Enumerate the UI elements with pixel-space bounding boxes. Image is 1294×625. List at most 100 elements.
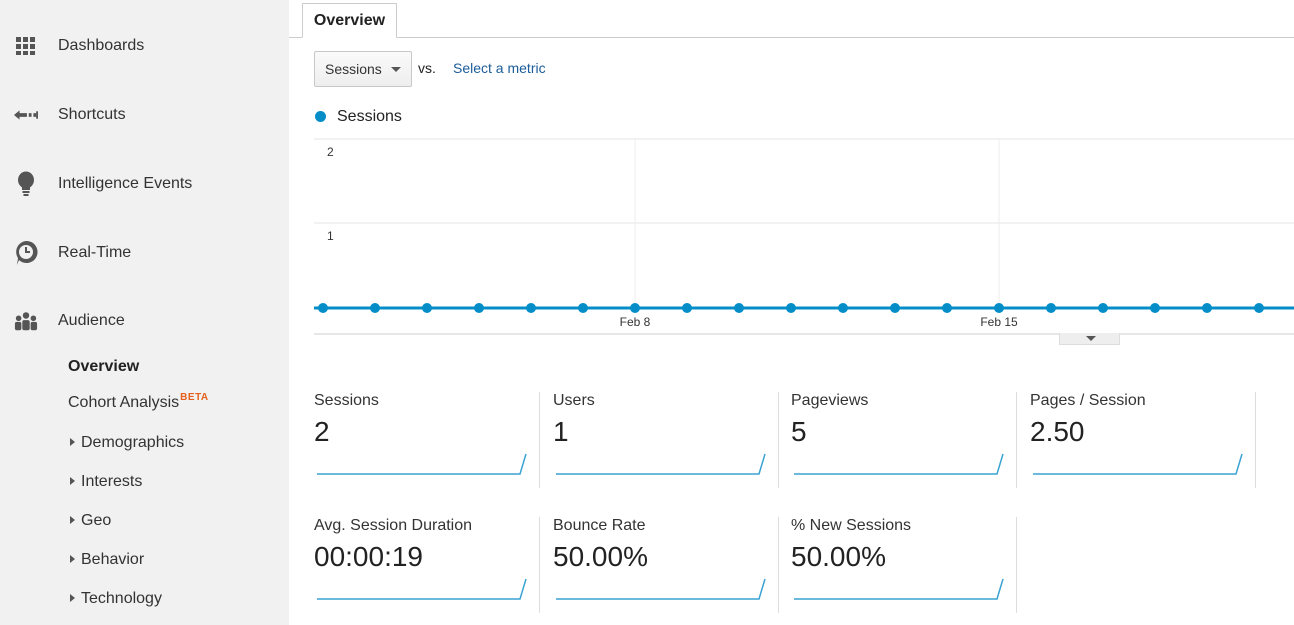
metric-tile-new-sessions[interactable]: % New Sessions 50.00% <box>791 517 1017 613</box>
sidebar-subitem-interests[interactable]: Interests <box>70 473 142 491</box>
sidebar-item-label: Intelligence Events <box>58 175 193 192</box>
metric-select-dropdown[interactable]: Sessions <box>314 51 412 87</box>
metric-name: Sessions <box>314 392 379 409</box>
metric-name: Users <box>553 392 595 409</box>
y-tick-label: 2 <box>327 145 334 159</box>
subitem-label: Cohort Analysis <box>68 394 180 411</box>
metric-value: 2 <box>314 416 330 447</box>
grid-icon <box>14 34 38 58</box>
sidebar-item-dashboards[interactable]: Dashboards <box>0 26 289 66</box>
metric-name: Pages / Session <box>1030 392 1146 409</box>
beta-badge: BETA <box>180 392 209 403</box>
sidebar-subitem-geo[interactable]: Geo <box>70 512 111 530</box>
expand-triangle-icon <box>70 477 75 485</box>
metric-value: 00:00:19 <box>314 541 423 572</box>
people-icon <box>14 309 38 333</box>
sidebar-item-intelligence-events[interactable]: Intelligence Events <box>0 164 289 204</box>
sparkline <box>1033 453 1243 475</box>
metric-tile-pageviews[interactable]: Pageviews 5 <box>791 392 1017 488</box>
clock-icon <box>14 240 38 265</box>
data-point <box>890 303 900 313</box>
metric-tile-users[interactable]: Users 1 <box>553 392 779 488</box>
metric-value: 50.00% <box>553 541 648 572</box>
data-point <box>422 303 432 313</box>
metric-name: Avg. Session Duration <box>314 517 473 534</box>
sidebar-item-audience[interactable]: Audience <box>0 301 289 341</box>
data-point <box>630 303 640 313</box>
subitem-label: Overview <box>68 358 140 375</box>
data-point <box>838 303 848 313</box>
data-point <box>786 303 796 313</box>
metric-value: 50.00% <box>791 541 886 572</box>
metric-name: % New Sessions <box>791 517 912 534</box>
data-point <box>942 303 952 313</box>
data-point <box>526 303 536 313</box>
expand-triangle-icon <box>70 438 75 446</box>
data-point <box>1150 303 1160 313</box>
sidebar-subitem-technology[interactable]: Technology <box>70 590 162 608</box>
metric-tile-bounce-rate[interactable]: Bounce Rate 50.00% <box>553 517 779 613</box>
vs-label: vs. <box>418 60 436 76</box>
chevron-down-icon <box>1086 336 1096 341</box>
sessions-line-chart: 2 1 Feb 8 Feb 15 <box>314 138 1294 335</box>
shortcut-arrow-icon <box>14 103 38 127</box>
tab-overview[interactable]: Overview <box>302 3 397 38</box>
main-content: Overview Sessions vs. Select a metric Se… <box>289 0 1294 625</box>
data-point <box>734 303 744 313</box>
sparkline <box>317 453 527 475</box>
sidebar-item-label: Audience <box>58 312 125 329</box>
chart-collapse-toggle[interactable] <box>1059 333 1120 345</box>
subitem-label: Interests <box>81 473 143 490</box>
expand-triangle-icon <box>70 594 75 602</box>
sidebar-subitem-cohort-analysis[interactable]: Cohort AnalysisBETA <box>68 392 209 412</box>
x-tick-label: Feb 8 <box>620 315 651 329</box>
subitem-label: Behavior <box>81 551 145 568</box>
subitem-label: Demographics <box>81 434 185 451</box>
legend-label: Sessions <box>337 108 402 125</box>
data-point <box>1202 303 1212 313</box>
sidebar-subitem-overview[interactable]: Overview <box>68 358 139 376</box>
metric-tile-avg-session-duration[interactable]: Avg. Session Duration 00:00:19 <box>314 517 540 613</box>
expand-triangle-icon <box>70 555 75 563</box>
select-metric-link[interactable]: Select a metric <box>453 60 546 76</box>
data-point <box>1098 303 1108 313</box>
metric-value: 2.50 <box>1030 416 1085 447</box>
y-tick-label: 1 <box>327 229 334 243</box>
data-point <box>1046 303 1056 313</box>
data-point <box>682 303 692 313</box>
sidebar-subitem-demographics[interactable]: Demographics <box>70 434 184 452</box>
metric-select-value: Sessions <box>325 61 382 77</box>
metric-tile-pages-per-session[interactable]: Pages / Session 2.50 <box>1030 392 1256 488</box>
subitem-label: Geo <box>81 512 112 529</box>
sparkline <box>556 453 766 475</box>
x-tick-label: Feb 15 <box>980 315 1018 329</box>
data-point <box>578 303 588 313</box>
sparkline <box>794 453 1004 475</box>
metric-name: Bounce Rate <box>553 517 646 534</box>
sidebar-item-label: Real-Time <box>58 244 132 261</box>
expand-triangle-icon <box>70 516 75 524</box>
sidebar-item-shortcuts[interactable]: Shortcuts <box>0 95 289 135</box>
sidebar-item-real-time[interactable]: Real-Time <box>0 233 289 273</box>
lightbulb-icon <box>14 171 38 196</box>
sidebar-item-label: Dashboards <box>58 37 145 54</box>
metric-tile-sessions[interactable]: Sessions 2 <box>314 392 540 488</box>
data-point <box>370 303 380 313</box>
sparkline <box>794 578 1004 600</box>
legend-dot-icon <box>315 111 326 122</box>
data-point <box>318 303 328 313</box>
sidebar-item-label: Shortcuts <box>58 106 126 123</box>
sidebar: Dashboards Shortcuts Intelligence Events <box>0 0 289 625</box>
metric-name: Pageviews <box>791 392 869 409</box>
data-point <box>994 303 1004 313</box>
subitem-label: Technology <box>81 590 162 607</box>
chevron-down-icon <box>391 67 401 72</box>
data-point <box>1254 303 1264 313</box>
sidebar-subitem-behavior[interactable]: Behavior <box>70 551 144 569</box>
metric-value: 1 <box>553 416 569 447</box>
sparkline <box>556 578 766 600</box>
metric-value: 5 <box>791 416 807 447</box>
sparkline <box>317 578 527 600</box>
tab-divider <box>289 37 1294 38</box>
data-point <box>474 303 484 313</box>
